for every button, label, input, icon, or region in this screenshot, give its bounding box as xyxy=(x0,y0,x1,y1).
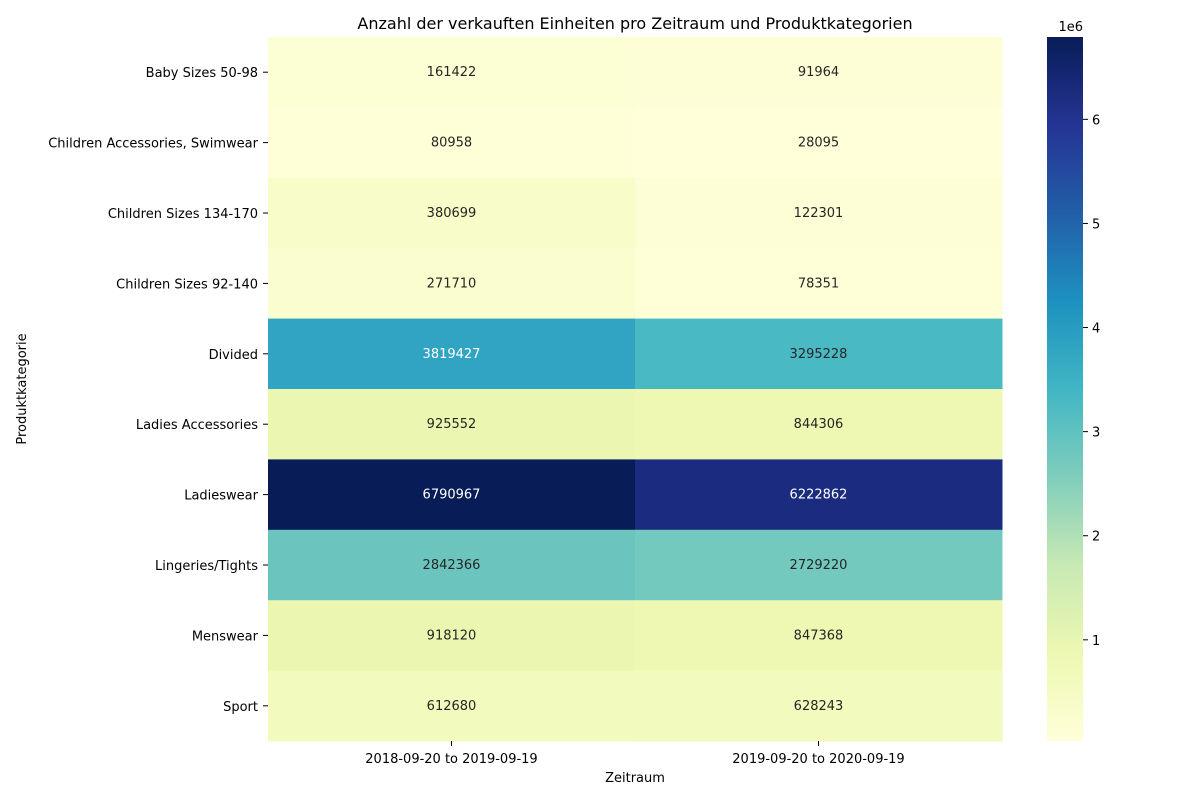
colorbar-tick-label: 5 xyxy=(1092,217,1100,232)
heatmap-cell-labels: 161422 91964 80958 28095 380699 122301 271710 7… xyxy=(423,65,848,714)
y-axis-label: Produktkategorie xyxy=(15,333,30,444)
cell-value-label: 6790967 xyxy=(423,488,481,503)
x-axis-label: Zeitraum xyxy=(605,771,665,786)
cell-value-label: 80958 xyxy=(431,136,472,151)
x-axis: 2018-09-20 to 2019-09-19 2019-09-20 to 20… xyxy=(365,741,905,767)
heatmap-cells xyxy=(268,37,1003,742)
y-tick-label: Menswear xyxy=(192,629,259,644)
y-axis: Baby Sizes 50-98 Children Accessories, Sw… xyxy=(48,66,268,715)
heatmap-cell xyxy=(635,670,1003,742)
colorbar-scale-label: 1e6 xyxy=(1058,20,1083,35)
y-tick-label: Children Accessories, Swimwear xyxy=(48,137,258,152)
colorbar-tick-label: 2 xyxy=(1092,530,1100,545)
cell-value-label: 122301 xyxy=(794,206,844,221)
y-tick-label: Baby Sizes 50-98 xyxy=(146,66,258,81)
heatmap-cell xyxy=(635,600,1003,672)
colorbar-tick-label: 6 xyxy=(1092,113,1100,128)
x-tick-label: 2018-09-20 to 2019-09-19 xyxy=(365,752,537,767)
colorbar-tick-label: 4 xyxy=(1092,322,1100,337)
cell-value-label: 847368 xyxy=(794,628,844,643)
chart-title: Anzahl der verkauften Einheiten pro Zeit… xyxy=(357,14,912,33)
heatmap-cell xyxy=(635,459,1003,531)
heatmap-cell xyxy=(635,529,1003,601)
heatmap-cell xyxy=(268,177,636,249)
heatmap-cell xyxy=(268,107,636,179)
y-tick-label: Ladieswear xyxy=(184,489,258,504)
heatmap-cell xyxy=(268,670,636,742)
y-tick-label: Children Sizes 92-140 xyxy=(116,277,258,292)
cell-value-label: 3819427 xyxy=(423,347,481,362)
cell-value-label: 2729220 xyxy=(790,558,848,573)
colorbar-tick-label: 3 xyxy=(1092,426,1100,441)
colorbar: 1e6 1 2 3 4 5 6 xyxy=(1047,20,1100,741)
colorbar-gradient xyxy=(1047,37,1083,741)
heatmap-cell xyxy=(268,529,636,601)
cell-value-label: 271710 xyxy=(427,276,477,291)
cell-value-label: 2842366 xyxy=(423,558,481,573)
cell-value-label: 612680 xyxy=(427,699,477,714)
y-tick-label: Lingeries/Tights xyxy=(155,559,258,574)
cell-value-label: 3295228 xyxy=(790,347,848,362)
heatmap-cell xyxy=(635,177,1003,249)
heatmap-cell xyxy=(635,248,1003,320)
y-tick-label: Divided xyxy=(209,348,258,363)
y-tick-label: Sport xyxy=(223,700,258,715)
heatmap-cell xyxy=(268,600,636,672)
cell-value-label: 28095 xyxy=(798,136,839,151)
heatmap-cell xyxy=(268,389,636,460)
heatmap-cell xyxy=(635,318,1003,390)
heatmap-cell xyxy=(268,318,636,390)
heatmap-cell xyxy=(268,459,636,531)
y-tick-label: Children Sizes 134-170 xyxy=(108,207,258,222)
y-tick-label: Ladies Accessories xyxy=(136,418,258,433)
heatmap-cell xyxy=(635,107,1003,179)
cell-value-label: 918120 xyxy=(427,628,477,643)
heatmap-cell xyxy=(268,37,636,108)
cell-value-label: 844306 xyxy=(794,417,844,432)
cell-value-label: 6222862 xyxy=(790,488,848,503)
heatmap-cell xyxy=(635,389,1003,460)
cell-value-label: 380699 xyxy=(427,206,477,221)
colorbar-tick-label: 1 xyxy=(1092,634,1100,649)
cell-value-label: 628243 xyxy=(794,699,844,714)
cell-value-label: 161422 xyxy=(427,65,477,80)
cell-value-label: 78351 xyxy=(798,276,839,291)
heatmap-cell xyxy=(635,37,1003,108)
heatmap-cell xyxy=(268,248,636,320)
cell-value-label: 91964 xyxy=(798,65,839,80)
cell-value-label: 925552 xyxy=(427,417,477,432)
x-tick-label: 2019-09-20 to 2020-09-19 xyxy=(732,752,904,767)
